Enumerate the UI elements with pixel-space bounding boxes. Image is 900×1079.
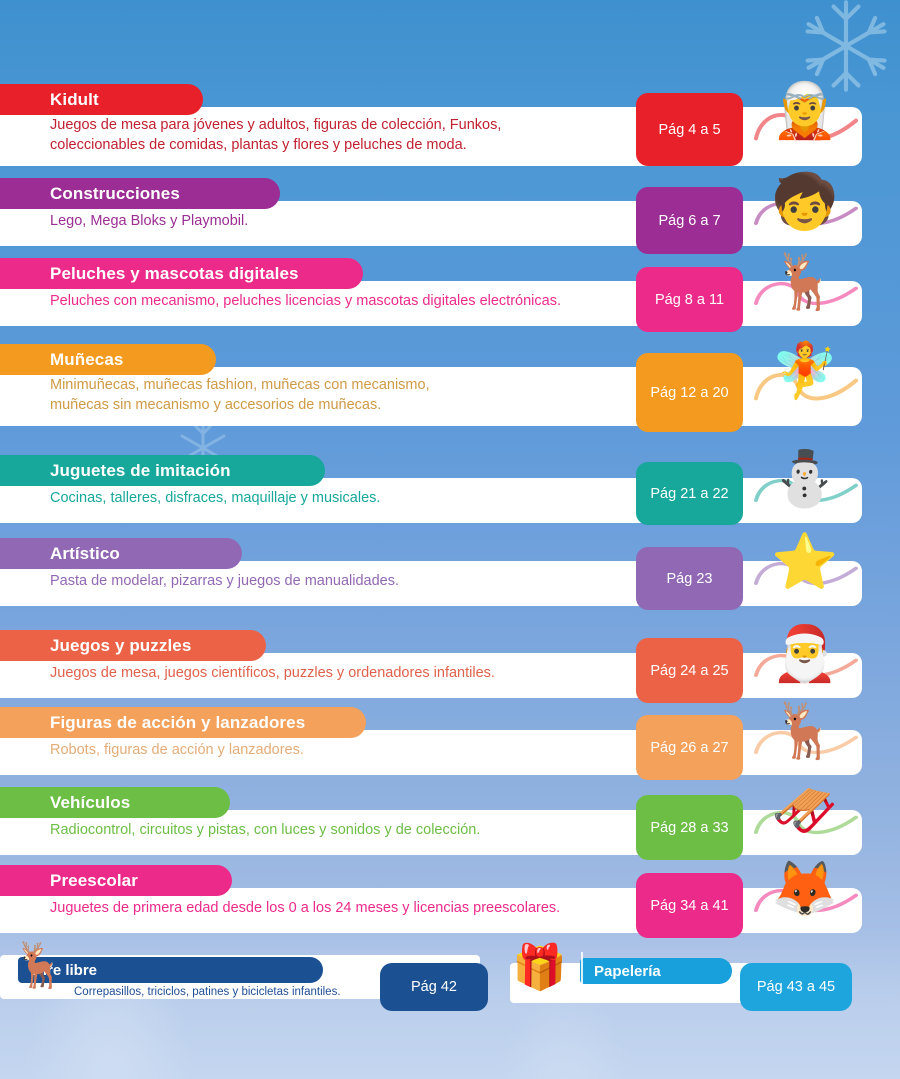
category-title: Vehículos [50, 792, 131, 812]
bottom-category-title: Papelería [594, 962, 661, 980]
page-range-badge[interactable]: Pág 26 a 27 [636, 715, 743, 780]
category-description: Robots, figuras de acción y lanzadores. [50, 742, 304, 758]
page-range-label: Pág 21 a 22 [650, 485, 729, 502]
category-description: Minimuñecas, muñecas fashion, muñecas co… [50, 377, 430, 413]
category-title-tab[interactable]: Figuras de acción y lanzadores [0, 707, 366, 738]
page-range-label: Pág 4 a 5 [658, 121, 721, 138]
category-title-tab[interactable]: Vehículos [0, 787, 230, 818]
page-range-badge[interactable]: Pág 6 a 7 [636, 187, 743, 254]
category-title: Construcciones [50, 183, 180, 203]
page-range-label: Pág 43 a 45 [756, 979, 836, 995]
page-range-badge[interactable]: Pág 43 a 45 [740, 963, 852, 1011]
category-description: Pasta de modelar, pizarras y juegos de m… [50, 573, 400, 589]
page-range-badge[interactable]: Pág 42 [380, 963, 488, 1011]
page-range-label: Pág 23 [666, 570, 713, 587]
page-range-label: Pág 26 a 27 [650, 739, 729, 756]
category-title: Peluches y mascotas digitales [50, 263, 299, 283]
page-range-badge[interactable]: Pág 34 a 41 [636, 873, 743, 938]
category-description: Lego, Mega Bloks y Playmobil. [50, 213, 249, 229]
page-range-label: Pág 28 a 33 [650, 819, 729, 836]
page-range-badge[interactable]: Pág 28 a 33 [636, 795, 743, 860]
page-range-label: Pág 6 a 7 [658, 212, 721, 229]
page-range-badge[interactable]: Pág 12 a 20 [636, 353, 743, 432]
category-description: Peluches con mecanismo, peluches licenci… [50, 293, 561, 309]
bottom-category-title-tab[interactable]: Papelería [580, 958, 732, 984]
category-title-tab[interactable]: Construcciones [0, 178, 280, 209]
category-title: Kidult [50, 89, 99, 109]
category-description: Cocinas, talleres, disfraces, maquillaje… [50, 490, 381, 506]
page-range-badge[interactable]: Pág 21 a 22 [636, 462, 743, 525]
page-range-label: Pág 34 a 41 [650, 897, 729, 914]
page-range-badge[interactable]: Pág 4 a 5 [636, 93, 743, 166]
category-title-tab[interactable]: Muñecas [0, 344, 216, 375]
category-description: Juegos de mesa para jóvenes y adultos, f… [50, 117, 502, 153]
category-title: Figuras de acción y lanzadores [50, 712, 306, 732]
category-title: Muñecas [50, 349, 124, 369]
bottom-category-description: Correpasillos, triciclos, patines y bici… [74, 986, 341, 998]
vertical-divider [581, 952, 583, 988]
page-range-label: Pág 12 a 20 [650, 384, 729, 401]
page-range-label: Pág 24 a 25 [650, 662, 729, 679]
category-title-tab[interactable]: Artístico [0, 538, 242, 569]
page-range-badge[interactable]: Pág 8 a 11 [636, 267, 743, 332]
page-range-label: Pág 8 a 11 [654, 291, 725, 308]
page-range-badge[interactable]: Pág 23 [636, 547, 743, 610]
page-range-badge[interactable]: Pág 24 a 25 [636, 638, 743, 703]
category-title-tab[interactable]: Juegos y puzzles [0, 630, 266, 661]
category-title-tab[interactable]: Juguetes de imitación [0, 455, 325, 486]
category-description: Juguetes de primera edad desde los 0 a l… [50, 900, 561, 916]
category-title-tab[interactable]: Kidult [0, 84, 203, 115]
category-title: Preescolar [50, 870, 138, 890]
snowflake-icon [805, 0, 887, 92]
category-title-tab[interactable]: Peluches y mascotas digitales [0, 258, 363, 289]
category-title: Artístico [50, 543, 120, 563]
category-title-tab[interactable]: Preescolar [0, 865, 232, 896]
page-range-label: Pág 42 [411, 979, 457, 995]
reindeer-ornament-icon: 🦌 [12, 941, 67, 990]
category-description: Juegos de mesa, juegos científicos, puzz… [50, 665, 495, 681]
gift-box-ornament-icon: 🎁 [512, 943, 567, 992]
category-description: Radiocontrol, circuitos y pistas, con lu… [50, 822, 481, 838]
category-title: Juguetes de imitación [50, 460, 231, 480]
category-title: Juegos y puzzles [50, 635, 192, 655]
